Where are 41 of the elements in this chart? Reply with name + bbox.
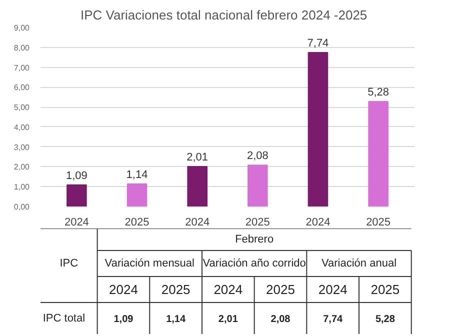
- y-tick-label: 8,00: [14, 43, 30, 52]
- y-tick-label: 9,00: [14, 24, 30, 32]
- y-tick-label: 4,00: [14, 122, 30, 132]
- category-label: 2024: [109, 282, 138, 297]
- text: Variación año corrido: [202, 258, 306, 270]
- data-label: 7,74: [307, 38, 329, 50]
- category-label: 2024: [318, 282, 348, 297]
- y-tick-label: 2,00: [14, 162, 30, 172]
- text: 1,09: [114, 314, 134, 325]
- text: IPC total: [42, 312, 86, 324]
- text: 2,01: [218, 314, 238, 325]
- x-tick-label: 2025: [366, 216, 391, 228]
- x-tick-label: 2024: [64, 216, 89, 228]
- y-tick-label: 1,00: [14, 182, 30, 192]
- text: Variación anual: [322, 258, 397, 270]
- x-tick-label: 2025: [124, 216, 150, 228]
- data-label: 2,08: [246, 150, 268, 162]
- y-tick-label: 7,00: [14, 63, 30, 72]
- category-label: 2025: [161, 282, 190, 297]
- y-tick-label: 6,00: [14, 83, 30, 92]
- text: 5,28: [375, 314, 395, 325]
- data-label: 1,09: [66, 170, 88, 182]
- x-tick-label: 2024: [185, 216, 210, 228]
- category-label: 2024: [214, 282, 243, 297]
- text: 2,08: [270, 314, 290, 325]
- text: 7,74: [323, 314, 343, 325]
- text: 1,14: [166, 314, 186, 325]
- category-label: 2025: [370, 282, 400, 297]
- data-label: 2,01: [186, 152, 208, 164]
- y-tick-label: 5,00: [14, 103, 30, 112]
- chart-title: IPC Variaciones total nacional febrero 2024 -2025: [80, 8, 368, 22]
- data-label: 5,28: [368, 86, 390, 98]
- y-tick-label: 3,00: [14, 142, 30, 152]
- text: IPC: [60, 258, 78, 270]
- text: Variación mensual: [104, 258, 194, 270]
- category-label: 2025: [266, 282, 295, 297]
- x-tick-label: 2025: [245, 216, 270, 228]
- x-tick-label: 2024: [306, 216, 330, 228]
- data-label: 1,14: [126, 168, 148, 181]
- text: Febrero: [235, 234, 274, 246]
- y-tick-label: 0,00: [14, 202, 30, 212]
